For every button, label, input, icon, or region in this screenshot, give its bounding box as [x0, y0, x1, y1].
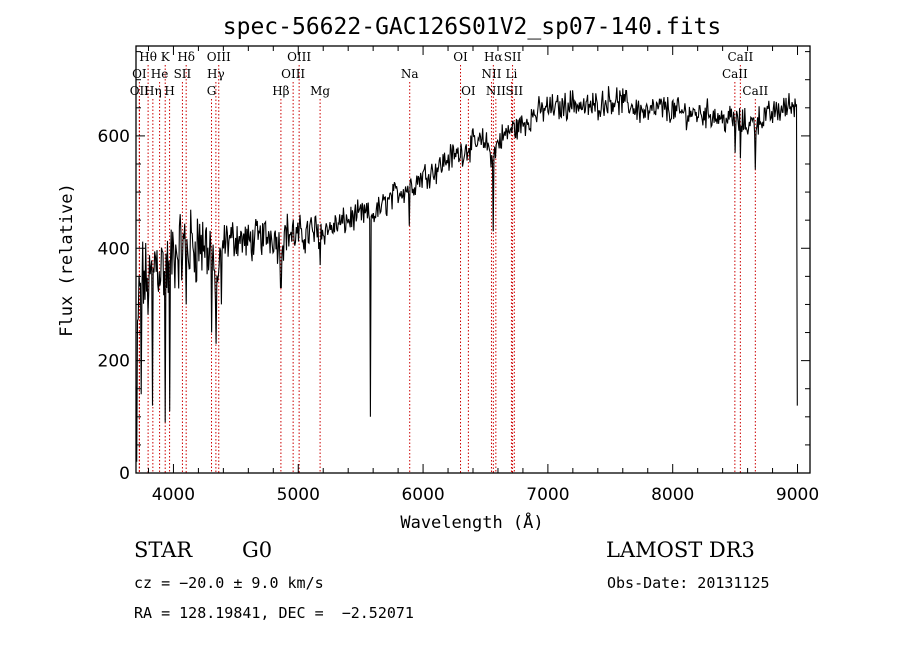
- x-tick-label-4: 8000: [651, 485, 694, 505]
- x-tick-label-5: 9000: [776, 485, 819, 505]
- line-label-22: Hβ: [272, 84, 289, 98]
- line-label-11: SII: [174, 67, 192, 81]
- object-subclass: G0: [242, 538, 273, 562]
- line-label-9: OI: [132, 67, 147, 81]
- survey-name: LAMOST DR3: [606, 538, 755, 562]
- y-tick-label-0: 0: [119, 464, 130, 484]
- chart-title: spec-56622-GAC126S01V2_sp07-140.fits: [223, 14, 722, 40]
- line-label-5: OI: [453, 50, 468, 64]
- line-label-16: Li: [506, 67, 518, 81]
- redshift-velocity: cz = −20.0 ± 9.0 km/s: [134, 574, 324, 592]
- line-label-2: Hδ: [177, 50, 195, 64]
- plot-frame: [135, 45, 811, 474]
- line-label-20: H: [164, 84, 174, 98]
- line-label-27: CaII: [742, 84, 768, 98]
- line-label-8: CaII: [727, 50, 753, 64]
- y-tick-label-3: 600: [98, 127, 130, 147]
- ra-dec: RA = 128.19841, DEC = −2.52071: [134, 604, 414, 622]
- line-label-25: NII: [486, 84, 506, 98]
- y-tick-label-2: 400: [98, 239, 130, 259]
- spectrum-line: [135, 86, 798, 462]
- line-label-17: CaII: [722, 67, 748, 81]
- spectrum-series: [135, 86, 798, 462]
- y-tick-label-1: 200: [98, 352, 130, 372]
- line-label-1: K: [161, 50, 171, 64]
- x-tick-label-1: 5000: [277, 485, 320, 505]
- line-label-23: Mg: [310, 84, 330, 98]
- x-tick-label-0: 4000: [152, 485, 195, 505]
- line-label-12: Hγ: [207, 67, 225, 81]
- x-axis-label: Wavelength (Å): [400, 511, 543, 533]
- observation-date: Obs-Date: 20131125: [607, 574, 770, 592]
- x-tick-label-2: 6000: [401, 485, 444, 505]
- line-label-0: Hθ: [139, 50, 157, 64]
- line-label-10: He: [151, 67, 169, 81]
- x-tick-label-3: 7000: [526, 485, 569, 505]
- line-label-14: Na: [401, 67, 419, 81]
- line-label-26: SII: [505, 84, 523, 98]
- axis-ticks: 4000 5000 6000 7000 8000 9000 0 200 400 600: [98, 46, 819, 505]
- line-label-19: Hη: [144, 84, 162, 98]
- object-class: STAR: [134, 538, 193, 562]
- line-label-4: OIII: [287, 50, 311, 64]
- line-label-15: NII: [481, 67, 501, 81]
- line-label-7: SII: [504, 50, 522, 64]
- line-label-3: OIII: [207, 50, 231, 64]
- line-label-18: OII: [130, 84, 150, 98]
- y-axis-label: Flux (relative): [57, 183, 77, 337]
- line-label-13: OIII: [281, 67, 305, 81]
- line-label-21: G: [207, 84, 217, 98]
- line-label-24: OI: [461, 84, 476, 98]
- line-label-6: Hα: [484, 50, 503, 64]
